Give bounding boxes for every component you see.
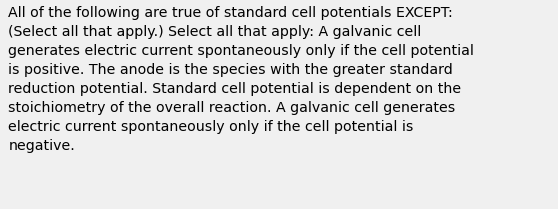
Text: All of the following are true of standard cell potentials EXCEPT:
(Select all th: All of the following are true of standar… bbox=[8, 6, 474, 153]
